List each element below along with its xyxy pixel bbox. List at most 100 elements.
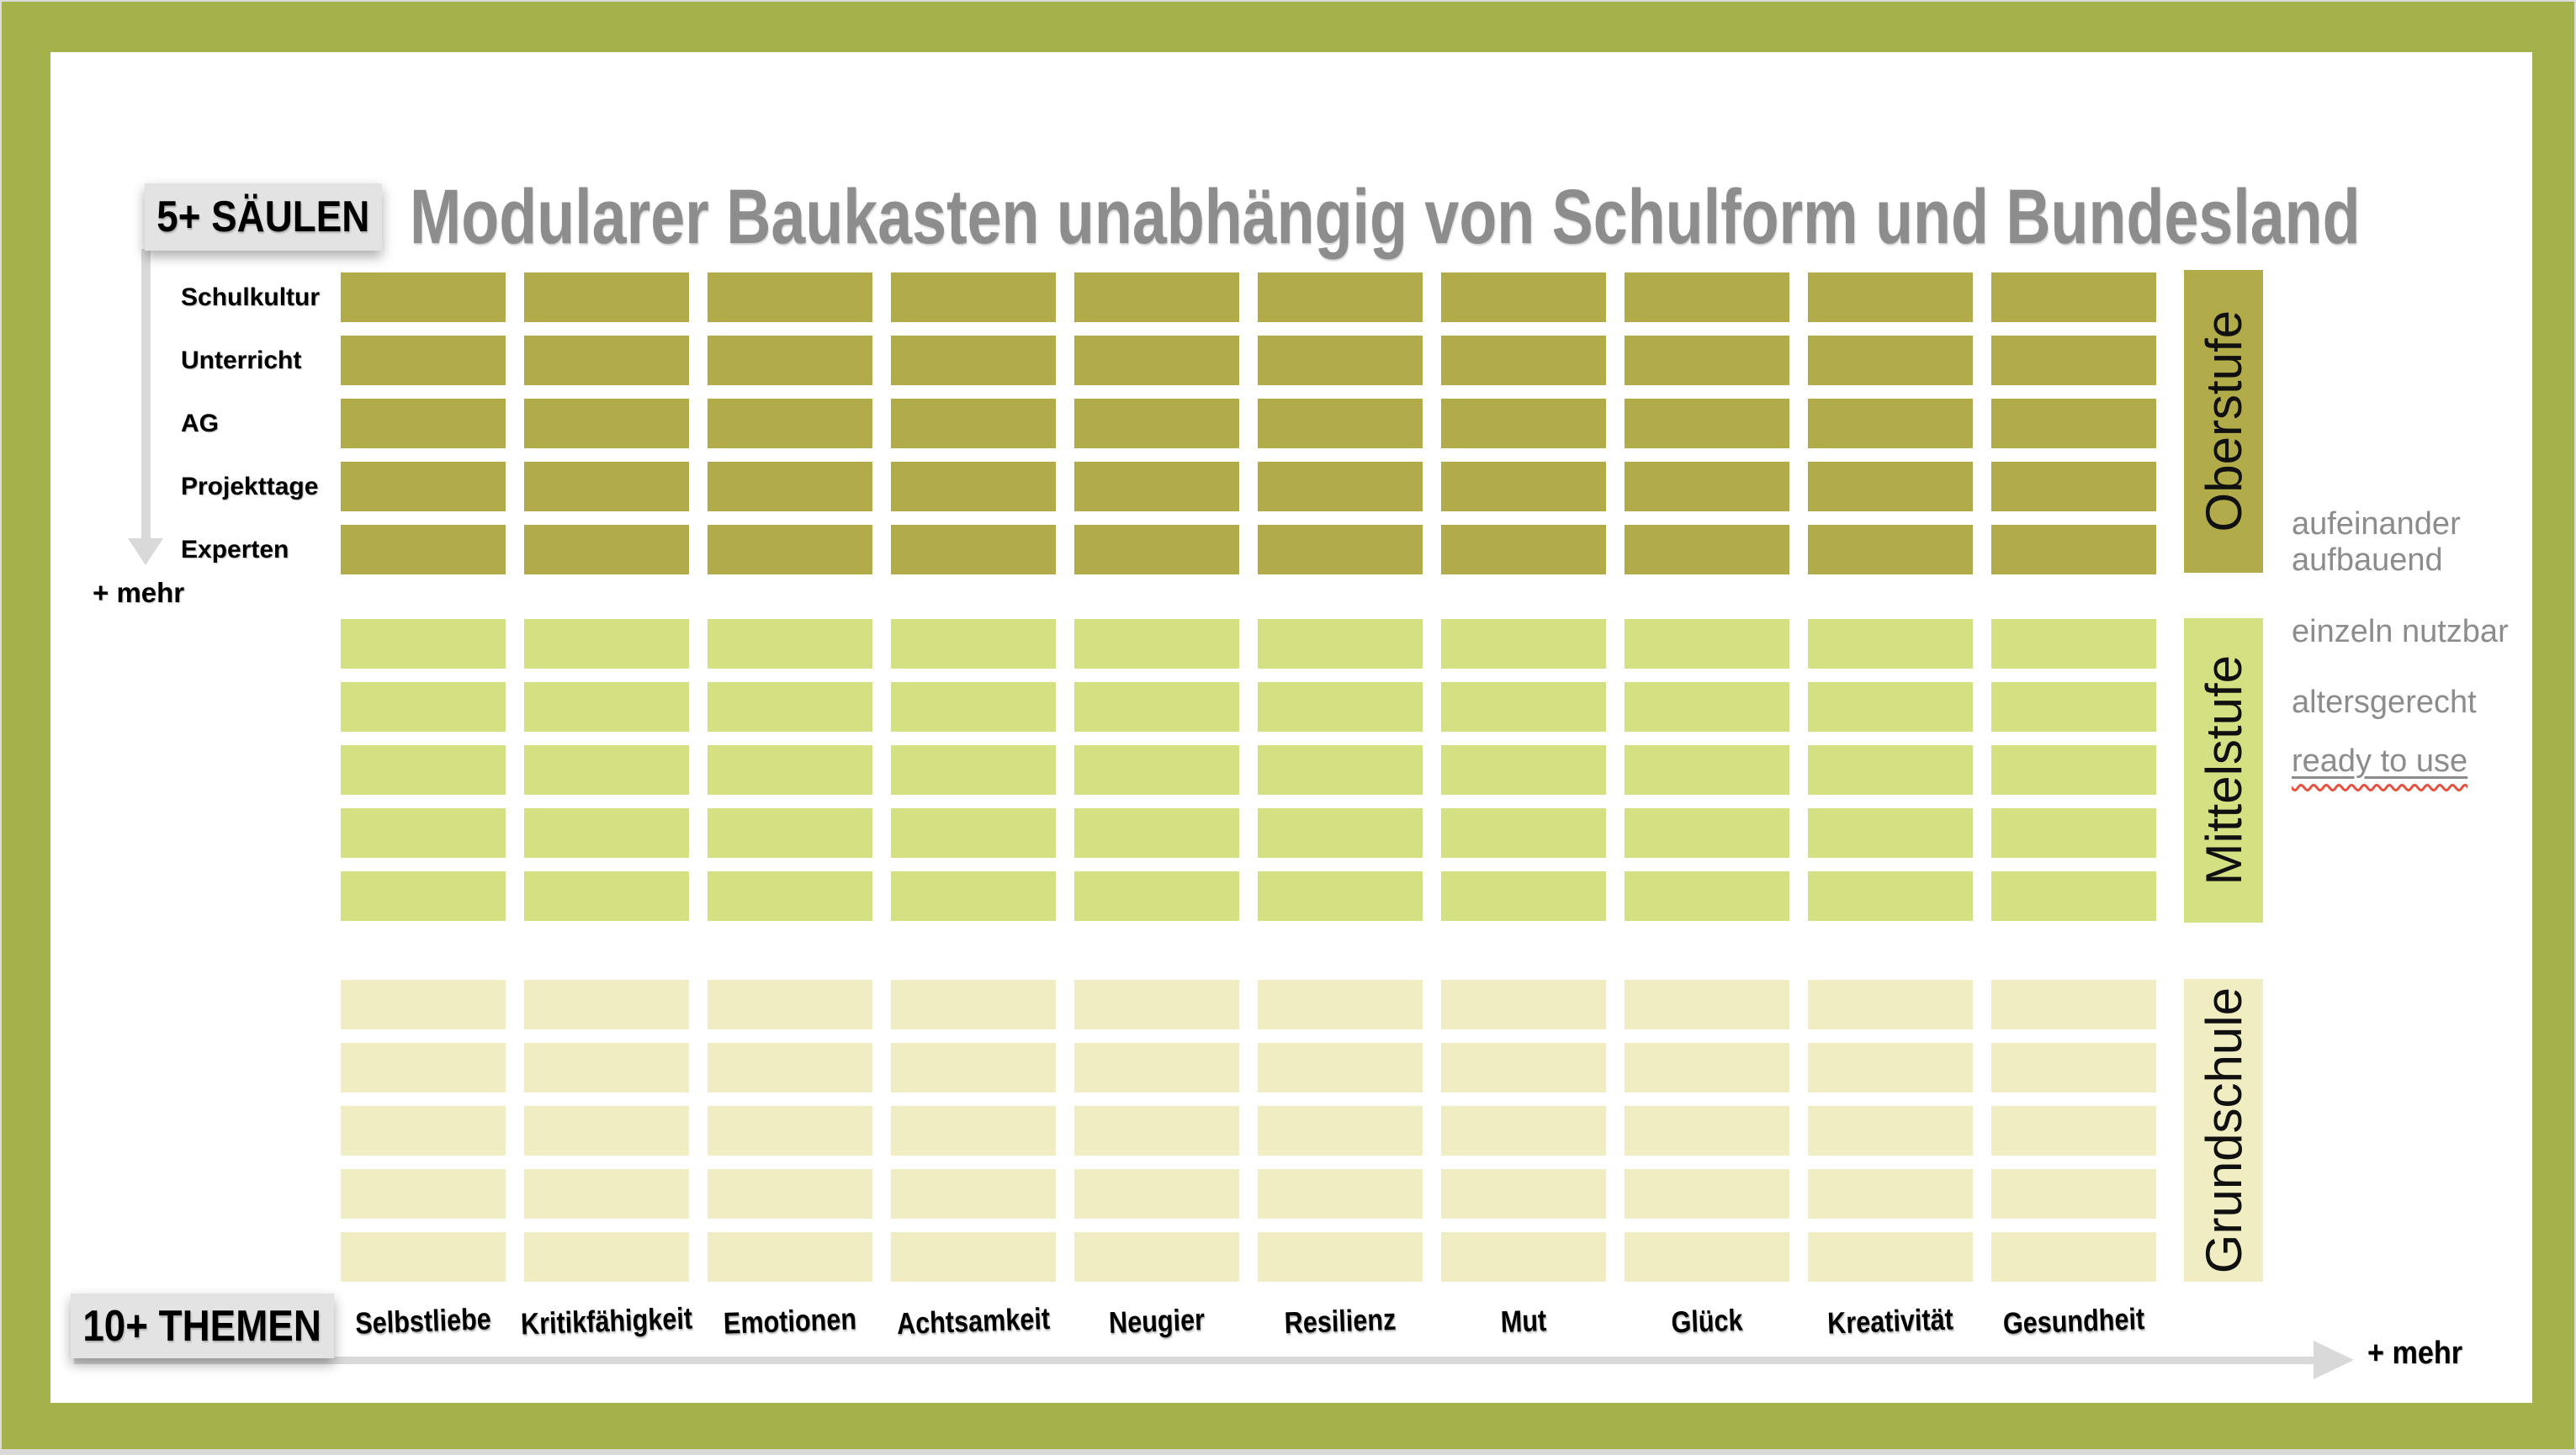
module-cell	[891, 980, 1056, 1029]
module-cell	[1258, 462, 1423, 511]
module-cell	[891, 1232, 1056, 1282]
module-cell	[1991, 1169, 2156, 1219]
module-cell	[1991, 1232, 2156, 1282]
theme-label: Glück	[1670, 1302, 1744, 1340]
module-cell	[891, 336, 1056, 385]
module-cell	[891, 1043, 1056, 1093]
pillar-row: Schulkultur	[181, 272, 320, 322]
module-cell	[1625, 808, 1789, 858]
module-cell	[708, 808, 872, 858]
module-cell	[1625, 1106, 1789, 1156]
module-cell	[1625, 272, 1789, 322]
pillar-row: Unterricht	[181, 336, 320, 385]
module-cell	[1808, 462, 1973, 511]
module-cell	[1808, 980, 1973, 1029]
module-cell	[891, 871, 1056, 921]
module-cell	[341, 399, 506, 448]
module-cell	[891, 619, 1056, 669]
module-cell	[1074, 871, 1239, 921]
module-cell	[1258, 980, 1423, 1029]
themes-badge: 10+ THEMEN	[71, 1294, 334, 1358]
module-cell	[1808, 871, 1973, 921]
level-bar-label: Grundschule	[2195, 987, 2252, 1274]
module-cell	[341, 525, 506, 574]
module-cell	[1991, 980, 2156, 1029]
themes-more-label: + mehr	[2367, 1336, 2463, 1371]
level-bar-mittelstufe: Mittelstufe	[2184, 618, 2263, 923]
module-cell	[1625, 525, 1789, 574]
module-cell	[1074, 272, 1239, 322]
module-cell	[1808, 1169, 1973, 1219]
module-cell	[1258, 619, 1423, 669]
theme-cell: Mut	[1441, 1302, 1606, 1341]
module-cell	[1074, 525, 1239, 574]
module-cell	[1441, 1106, 1606, 1156]
module-cell	[1258, 272, 1423, 322]
module-cell	[341, 1106, 506, 1156]
module-cell	[1258, 745, 1423, 795]
module-cell	[341, 1043, 506, 1093]
module-cell	[1625, 1169, 1789, 1219]
theme-label: Neugier	[1108, 1302, 1206, 1340]
module-cell	[891, 808, 1056, 858]
pillar-row: AG	[181, 399, 320, 448]
module-cell	[1808, 1106, 1973, 1156]
pillar-row: Experten	[181, 525, 320, 574]
pillar-label: Schulkultur	[181, 283, 321, 311]
module-cell	[1808, 272, 1973, 322]
module-cell	[1441, 525, 1606, 574]
module-cell	[708, 399, 872, 448]
module-cell	[1991, 1106, 2156, 1156]
module-cell	[1074, 682, 1239, 732]
pillars-badge: 5+ SÄULEN	[145, 183, 382, 251]
pillar-label: AG	[181, 409, 219, 437]
theme-label: Kreativität	[1826, 1301, 1954, 1341]
module-cell	[524, 525, 689, 574]
module-cell	[1808, 336, 1973, 385]
pillars-badge-label: 5+ SÄULEN	[156, 193, 370, 241]
module-cell	[1441, 1232, 1606, 1282]
module-cell	[708, 272, 872, 322]
module-cell	[1625, 745, 1789, 795]
theme-cell: Achtsamkeit	[891, 1301, 1056, 1341]
module-cell	[1258, 808, 1423, 858]
annotation-einzeln-nutzbar: einzeln nutzbar	[2292, 614, 2509, 649]
module-cell	[524, 462, 689, 511]
module-cell	[1441, 462, 1606, 511]
module-cell	[1074, 1043, 1239, 1093]
module-cell	[1441, 808, 1606, 858]
red-squiggle-underline: ready to use	[2292, 743, 2468, 779]
module-cell	[708, 745, 872, 795]
module-cell	[1074, 1232, 1239, 1282]
theme-cell: Resilienz	[1258, 1302, 1423, 1341]
module-cell	[524, 745, 689, 795]
module-cell	[524, 682, 689, 732]
module-cell	[1074, 808, 1239, 858]
module-cell	[1074, 1106, 1239, 1156]
module-cell	[524, 808, 689, 858]
module-cell	[524, 1232, 689, 1282]
module-cell	[524, 871, 689, 921]
module-cell	[708, 871, 872, 921]
module-cell	[1074, 980, 1239, 1029]
theme-label: Kritikfähigkeit	[520, 1300, 693, 1341]
theme-cell: Selbstliebe	[341, 1301, 506, 1341]
theme-label: Mut	[1500, 1303, 1547, 1339]
theme-cell: Glück	[1625, 1302, 1789, 1341]
theme-label: Selbstliebe	[354, 1301, 492, 1341]
annotation-aufeinander-aufbauend: aufeinander aufbauend	[2292, 506, 2461, 578]
module-cell	[1074, 336, 1239, 385]
pillar-label: Experten	[181, 535, 289, 563]
module-cell	[341, 871, 506, 921]
module-cell	[1258, 1043, 1423, 1093]
theme-cell: Kreativität	[1808, 1301, 1973, 1341]
themes-badge-label: 10+ THEMEN	[82, 1301, 322, 1351]
module-cell	[524, 336, 689, 385]
annotation-altersgerecht: altersgerecht	[2292, 685, 2477, 720]
module-cell	[1808, 682, 1973, 732]
module-cell	[708, 336, 872, 385]
module-cell	[524, 1043, 689, 1093]
module-cell	[1441, 336, 1606, 385]
module-cell	[708, 1043, 872, 1093]
module-cell	[708, 1232, 872, 1282]
